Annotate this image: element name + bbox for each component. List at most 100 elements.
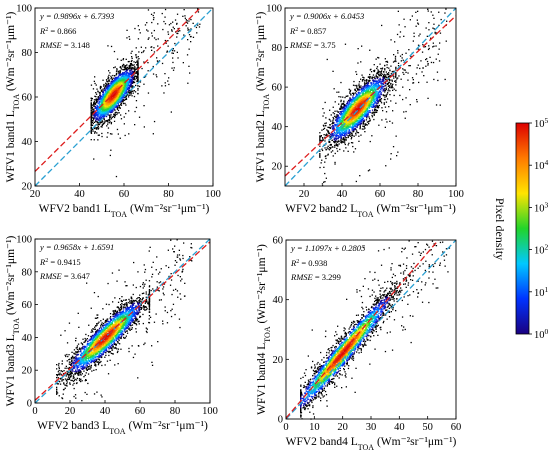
- data-point: [108, 106, 110, 108]
- data-point: [92, 110, 94, 112]
- data-point: [388, 72, 390, 74]
- data-point: [128, 133, 130, 135]
- data-point: [110, 93, 112, 95]
- data-point: [366, 113, 368, 116]
- data-point: [136, 57, 138, 59]
- data-point: [354, 92, 357, 94]
- data-point: [177, 30, 179, 32]
- data-point: [332, 116, 334, 119]
- data-point: [107, 76, 109, 78]
- data-point: [118, 84, 120, 86]
- data-point: [136, 60, 138, 62]
- data-point: [358, 104, 361, 106]
- data-point: [134, 69, 136, 71]
- data-point: [349, 97, 351, 99]
- data-point: [93, 103, 95, 105]
- data-point: [353, 123, 356, 125]
- data-point: [132, 67, 134, 69]
- data-point: [110, 118, 113, 120]
- data-point: [329, 136, 331, 138]
- data-point: [137, 56, 139, 58]
- data-point: [112, 105, 114, 107]
- data-point: [124, 79, 126, 81]
- data-point: [144, 76, 146, 78]
- data-point: [90, 106, 92, 109]
- data-point: [195, 26, 198, 29]
- data-point: [106, 136, 108, 138]
- data-point: [133, 95, 136, 98]
- data-point: [116, 105, 118, 107]
- data-point: [387, 90, 389, 92]
- data-point: [352, 129, 354, 132]
- data-point: [103, 90, 105, 92]
- data-point: [122, 73, 124, 75]
- data-point: [334, 152, 336, 155]
- data-point: [377, 102, 379, 104]
- data-point: [368, 80, 370, 83]
- data-point: [330, 136, 332, 138]
- data-point: [95, 106, 97, 109]
- data-point: [376, 99, 378, 101]
- data-point: [338, 122, 341, 124]
- data-point: [370, 82, 372, 84]
- data-point: [363, 110, 366, 113]
- data-point: [383, 85, 385, 88]
- data-point: [123, 77, 125, 79]
- data-point: [333, 134, 336, 136]
- data-point: [130, 68, 133, 71]
- data-point: [385, 82, 387, 85]
- data-point: [120, 67, 122, 69]
- data-point: [121, 79, 123, 81]
- data-point: [357, 132, 360, 134]
- data-point: [356, 100, 358, 103]
- data-point: [90, 129, 92, 132]
- data-point: [395, 81, 397, 83]
- data-point: [113, 98, 115, 100]
- data-point: [127, 96, 130, 98]
- data-point: [111, 86, 113, 89]
- y-tick-label: 60: [22, 93, 33, 104]
- data-point: [346, 102, 349, 104]
- data-point: [107, 111, 109, 113]
- data-point: [150, 46, 152, 48]
- data-point: [359, 128, 361, 130]
- data-point: [90, 124, 92, 126]
- data-point: [376, 87, 378, 89]
- data-point: [130, 65, 132, 67]
- data-point: [123, 77, 125, 80]
- data-point: [186, 54, 189, 56]
- data-point: [346, 101, 349, 103]
- data-point: [135, 72, 137, 75]
- data-point: [108, 91, 110, 93]
- data-point: [172, 61, 174, 64]
- data-point: [360, 107, 362, 109]
- data-point: [131, 50, 133, 52]
- data-point: [319, 145, 321, 147]
- data-point: [90, 119, 92, 121]
- data-point: [339, 136, 341, 138]
- data-point: [99, 97, 101, 99]
- data-point: [115, 106, 117, 108]
- data-point: [329, 127, 331, 129]
- data-point: [328, 149, 331, 151]
- data-point: [374, 77, 376, 80]
- data-point: [99, 100, 101, 102]
- data-point: [325, 149, 327, 151]
- data-point: [343, 121, 345, 124]
- data-point: [342, 116, 344, 118]
- data-point: [90, 122, 92, 125]
- data-point: [133, 78, 135, 80]
- data-point: [112, 80, 114, 82]
- data-point: [138, 51, 140, 53]
- data-point: [125, 74, 127, 76]
- data-point: [380, 100, 382, 103]
- data-point: [323, 134, 325, 136]
- data-point: [124, 77, 126, 79]
- data-point: [112, 82, 115, 84]
- data-point: [107, 121, 109, 123]
- data-point: [347, 110, 349, 112]
- data-point: [344, 107, 346, 109]
- data-point: [342, 138, 344, 141]
- data-point: [129, 71, 131, 73]
- data-point: [108, 103, 111, 105]
